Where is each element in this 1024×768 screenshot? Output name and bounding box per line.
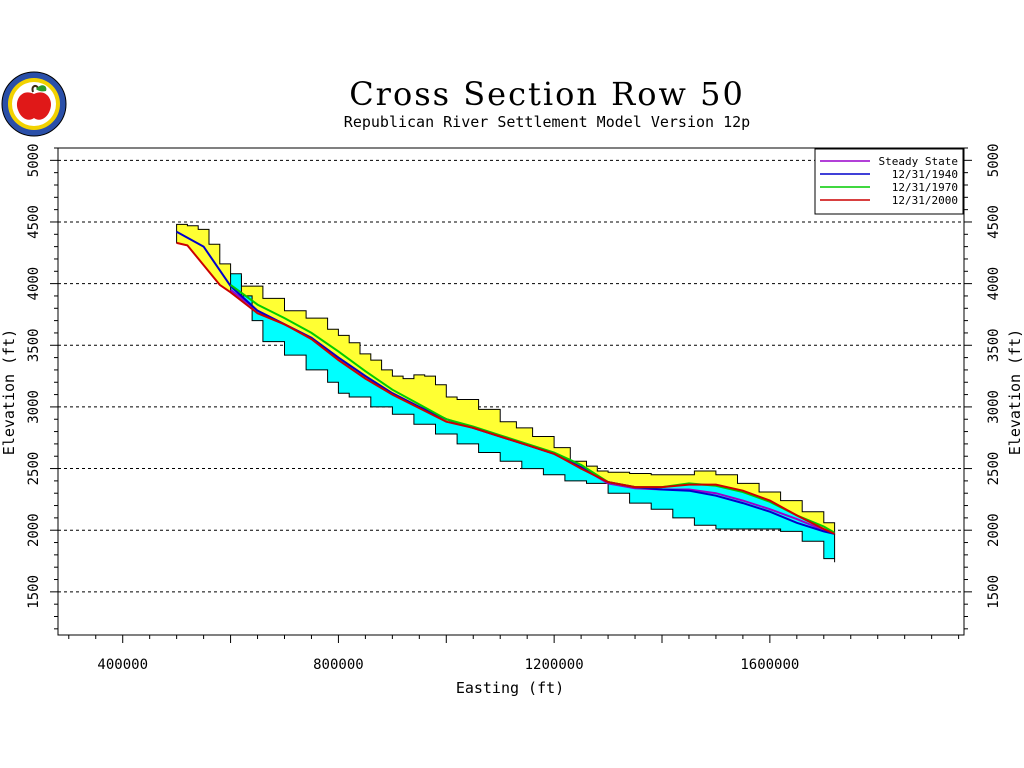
- series-line-3: [176, 241, 836, 535]
- y-tick-label-right-1: 2000: [986, 513, 1002, 547]
- y-tick-label-left-3: 3000: [26, 390, 42, 424]
- series-line-2: [230, 284, 836, 534]
- legend-box: [814, 148, 964, 215]
- y-tick-label-right-7: 5000: [986, 143, 1002, 177]
- axis-tick-labels: 400000 800000 1200000 1600000 1500 1500 2000 20…: [26, 143, 1002, 673]
- x-axis-label: Easting (ft): [456, 679, 564, 697]
- y-tick-label-left-5: 4000: [26, 267, 42, 301]
- y-tick-label-right-0: 1500: [986, 575, 1002, 609]
- y-tick-label-right-4: 3500: [986, 328, 1002, 362]
- axis-ticks: [50, 147, 972, 643]
- legend-label-1: 12/31/1940: [892, 168, 958, 181]
- y-axis-label-right: Elevation (ft): [1006, 329, 1024, 455]
- x-tick-label-0: 400000: [97, 657, 148, 673]
- y-tick-label-left-4: 3500: [26, 328, 42, 362]
- cross-section-fills: [176, 223, 836, 563]
- plot-frame: [57, 147, 965, 636]
- x-tick-label-2: 1200000: [525, 657, 584, 673]
- gridlines: [58, 159, 964, 593]
- saturated-zone-fill: [230, 273, 836, 563]
- y-tick-label-right-3: 3000: [986, 390, 1002, 424]
- y-axis-label-left: Elevation (ft): [0, 329, 18, 455]
- legend: Steady State12/31/194012/31/197012/31/20…: [814, 148, 964, 215]
- y-tick-label-right-6: 4500: [986, 205, 1002, 239]
- y-tick-label-left-0: 1500: [26, 575, 42, 609]
- y-tick-label-right-5: 4000: [986, 267, 1002, 301]
- chart-title: Cross Section Row 50: [349, 75, 745, 113]
- legend-label-0: Steady State: [879, 155, 958, 168]
- unsaturated-zone-fill: [176, 223, 836, 535]
- y-tick-label-left-1: 2000: [26, 513, 42, 547]
- x-tick-label-3: 1600000: [740, 657, 799, 673]
- head-series-lines: [176, 230, 836, 535]
- y-tick-label-left-2: 2500: [26, 452, 42, 486]
- legend-label-2: 12/31/1970: [892, 181, 958, 194]
- x-tick-label-1: 800000: [313, 657, 364, 673]
- legend-label-3: 12/31/2000: [892, 194, 958, 207]
- apple-seal-icon: [1, 71, 67, 137]
- chart-subtitle: Republican River Settlement Model Versio…: [344, 113, 750, 131]
- y-tick-label-right-2: 2500: [986, 452, 1002, 486]
- y-tick-label-left-6: 4500: [26, 205, 42, 239]
- y-tick-label-left-7: 5000: [26, 143, 42, 177]
